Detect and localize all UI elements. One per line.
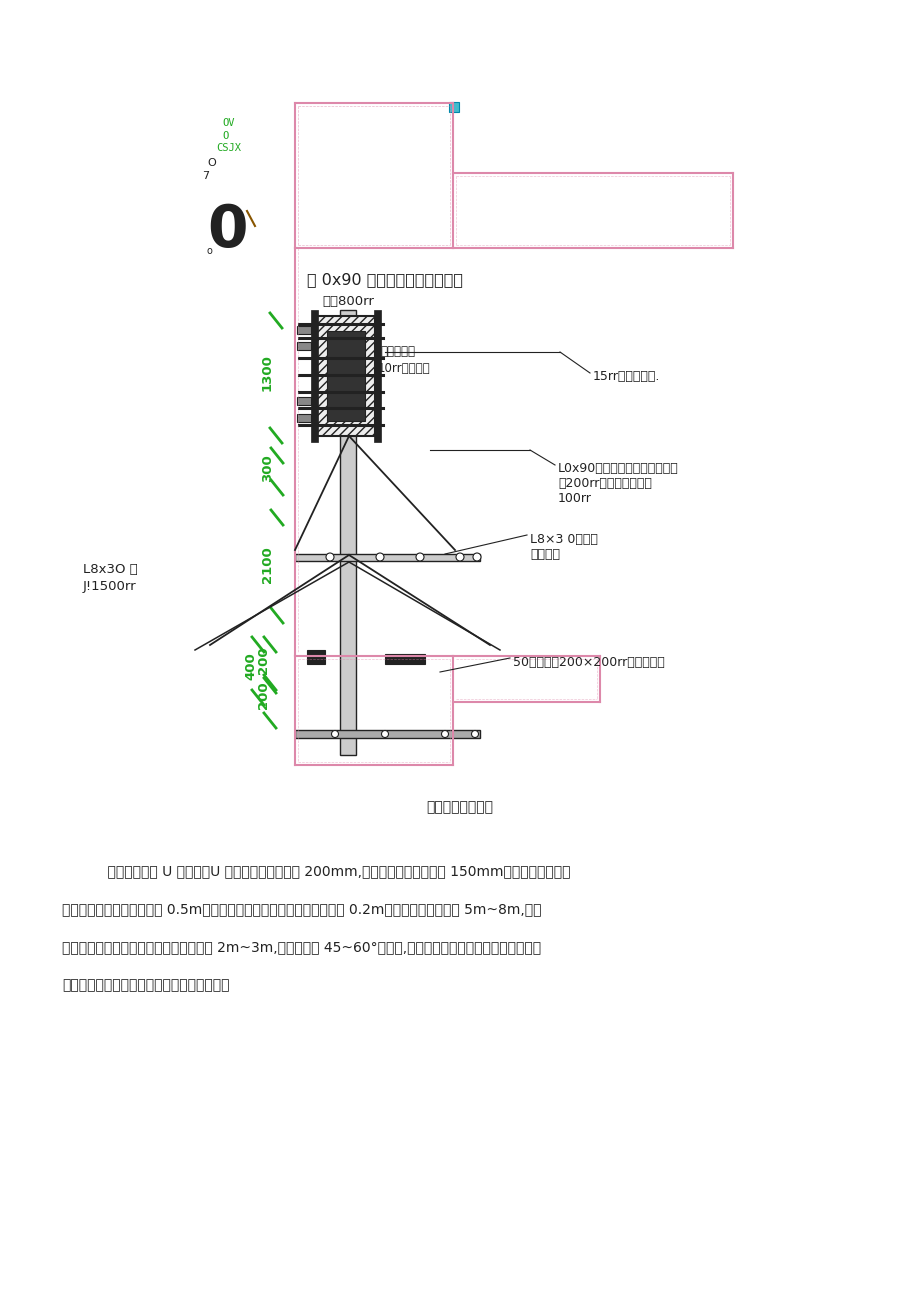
- Text: 0: 0: [207, 202, 247, 259]
- Bar: [297, 397, 311, 405]
- Circle shape: [381, 730, 388, 738]
- Text: 线条支撑架节点二: 线条支撑架节点二: [426, 800, 493, 814]
- Bar: [384, 654, 425, 664]
- Text: O: O: [221, 131, 228, 141]
- Text: 100rr: 100rr: [558, 492, 591, 505]
- Circle shape: [471, 730, 478, 738]
- Text: 模板底立杆长度长度不大于 0.5m；最上层水平杆以上立杆自由段不大于 0.2m。在架体内部横向每 5m~8m,应由: 模板底立杆长度长度不大于 0.5m；最上层水平杆以上立杆自由段不大于 0.2m。…: [62, 902, 541, 916]
- Text: J!1500rr: J!1500rr: [83, 580, 137, 593]
- Text: 50厚（长充200×200rr）方大垫木: 50厚（长充200×200rr）方大垫木: [513, 656, 664, 669]
- Text: 矩200rr，庶疾次龙骨矩: 矩200rr，庶疾次龙骨矩: [558, 477, 652, 490]
- Bar: [448, 101, 459, 112]
- Text: 乙 0x90 方稴与悎稴夹予，龙？: 乙 0x90 方稴与悎稴夹予，龙？: [307, 272, 462, 288]
- Text: 7: 7: [202, 170, 209, 181]
- Circle shape: [325, 553, 334, 561]
- Text: 200: 200: [256, 682, 269, 709]
- Text: OV: OV: [221, 118, 234, 127]
- Bar: [295, 554, 480, 561]
- Text: 架与两侧框架柱连接，采用钉管架抱柱方式。: 架与两侧框架柱连接，采用钉管架抱柱方式。: [62, 978, 229, 991]
- Bar: [297, 327, 311, 334]
- Text: 1300: 1300: [261, 355, 274, 392]
- Text: 壶径不小三: 壶径不小三: [380, 345, 414, 358]
- Text: 立杆上端配合 U 托施工，U 托外漏长度不得大于 200mm,插入立杆长度不得小于 150mm；最上层水平杆至: 立杆上端配合 U 托施工，U 托外漏长度不得大于 200mm,插入立杆长度不得小…: [90, 864, 570, 878]
- Text: 10rr对拉基厂: 10rr对拉基厂: [378, 362, 430, 375]
- Text: 400: 400: [244, 652, 256, 680]
- Text: 300: 300: [261, 454, 274, 481]
- Bar: [295, 730, 480, 738]
- Bar: [326, 330, 365, 422]
- Circle shape: [472, 553, 481, 561]
- Text: 底至顶设置竝向剪刀撑，剪刀撑宽度应为 2m~3m,剪刀撑角度 45~60°。另外,增加线条架体抗倒覆能力，线条支撑: 底至顶设置竝向剪刀撑，剪刀撑宽度应为 2m~3m,剪刀撑角度 45~60°。另外…: [62, 941, 540, 954]
- Bar: [307, 650, 324, 664]
- Bar: [340, 310, 356, 755]
- Circle shape: [415, 553, 424, 561]
- Circle shape: [331, 730, 338, 738]
- Text: L8x3O 能: L8x3O 能: [83, 563, 138, 576]
- Bar: [317, 316, 375, 436]
- Text: 15rr厚入皮合板.: 15rr厚入皮合板.: [593, 369, 660, 382]
- Text: CSJX: CSJX: [216, 143, 241, 154]
- Circle shape: [456, 553, 463, 561]
- Bar: [297, 342, 311, 350]
- Text: o: o: [207, 246, 212, 256]
- Circle shape: [376, 553, 383, 561]
- Text: L8×3 0钉管三: L8×3 0钉管三: [529, 533, 597, 546]
- Bar: [374, 310, 380, 442]
- Text: O: O: [207, 157, 216, 168]
- Text: 2100: 2100: [261, 546, 274, 583]
- Text: 土水平厂: 土水平厂: [529, 548, 560, 561]
- Text: 200: 200: [256, 647, 269, 674]
- Text: L0x90方大（垫房）仙模次龙骨: L0x90方大（垫房）仙模次龙骨: [558, 462, 678, 475]
- Circle shape: [441, 730, 448, 738]
- Text: 大于800rr: 大于800rr: [322, 295, 373, 308]
- Bar: [297, 414, 311, 422]
- Bar: [311, 310, 318, 442]
